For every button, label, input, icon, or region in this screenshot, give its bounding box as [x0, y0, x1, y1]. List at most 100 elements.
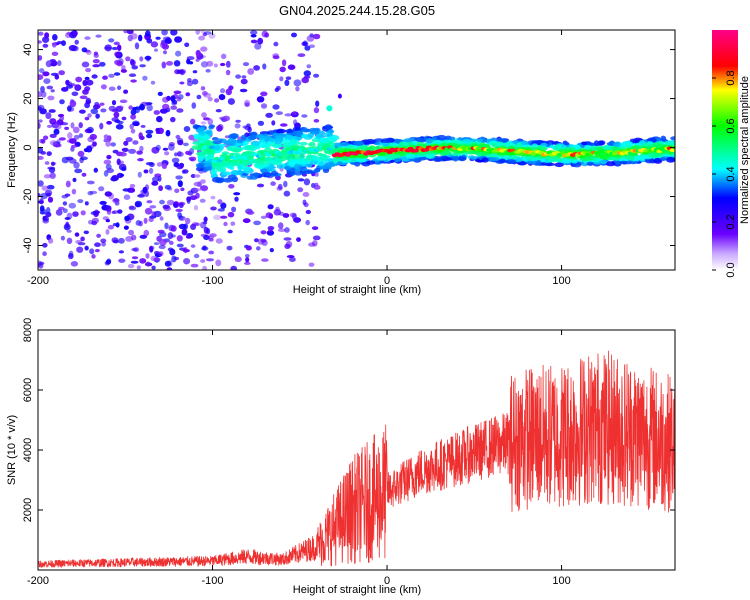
heatmap-cell — [381, 138, 392, 144]
spectrogram-ylabel: Frequency (Hz) — [6, 112, 18, 188]
heatmap-cell — [247, 126, 252, 133]
heatmap-cell — [151, 265, 156, 270]
heatmap-cell — [234, 123, 241, 129]
heatmap-cell — [43, 174, 52, 179]
heatmap-cell — [242, 62, 250, 67]
heatmap-cell — [150, 80, 156, 85]
heatmap-cell — [95, 104, 101, 109]
heatmap-cell — [393, 158, 401, 163]
heatmap-cell — [613, 157, 621, 161]
heatmap-cell — [202, 265, 208, 270]
heatmap-cell — [174, 188, 180, 194]
heatmap-cell — [279, 76, 284, 82]
heatmap-cell — [137, 194, 146, 198]
heatmap-cell — [339, 142, 350, 146]
heatmap-cell — [284, 113, 293, 117]
heatmap-cell — [261, 163, 270, 168]
heatmap-cell — [584, 144, 592, 150]
heatmap-cell — [256, 96, 265, 103]
heatmap-cell — [164, 260, 171, 267]
heatmap-cell — [50, 89, 55, 93]
heatmap-cell — [183, 142, 189, 147]
heatmap-cell — [128, 229, 135, 236]
heatmap-cell — [227, 161, 239, 166]
heatmap-cell — [200, 86, 206, 91]
heatmap-cell — [74, 84, 82, 91]
heatmap-cell — [96, 233, 101, 238]
heatmap-cell — [458, 156, 466, 161]
heatmap-cell — [38, 155, 44, 160]
heatmap-cell — [176, 243, 184, 248]
heatmap-cell — [57, 60, 62, 67]
heatmap-cell — [541, 162, 547, 166]
heatmap-cell — [223, 221, 228, 227]
heatmap-cell — [161, 30, 168, 36]
heatmap-cell — [158, 244, 166, 250]
heatmap-cell — [114, 51, 121, 57]
heatmap-cell — [143, 169, 149, 174]
heatmap-cell — [190, 174, 196, 178]
heatmap-cell — [586, 161, 595, 166]
x-tick-label: 0 — [384, 575, 390, 587]
colorbar-gradient — [712, 30, 738, 270]
heatmap-cell — [244, 102, 250, 107]
heatmap-cell — [227, 229, 233, 234]
heatmap-cell — [609, 156, 615, 161]
y-tick-label: 2000 — [22, 498, 34, 522]
heatmap-cell — [353, 141, 363, 146]
heatmap-cell — [329, 145, 336, 149]
heatmap-cell — [123, 225, 129, 230]
heatmap-cell — [275, 128, 286, 134]
heatmap-cell — [230, 265, 237, 270]
heatmap-cell — [69, 100, 77, 108]
heatmap-cell — [213, 145, 221, 151]
heatmap-cell — [195, 192, 200, 199]
heatmap-cell — [593, 140, 600, 147]
heatmap-cell — [106, 120, 112, 125]
heatmap-cell — [175, 50, 182, 57]
colorbar: 0.0 0.2 0.4 0.6 0.8 Normalized spectral ampl… — [712, 30, 750, 278]
heatmap-cell — [118, 237, 125, 244]
heatmap-cell — [84, 201, 89, 206]
heatmap-cell — [170, 95, 176, 103]
heatmap-cell — [75, 76, 83, 83]
heatmap-cell — [217, 199, 223, 205]
heatmap-cell — [118, 250, 124, 254]
heatmap-cell — [294, 163, 300, 170]
heatmap-cell — [303, 70, 311, 77]
heatmap-cell — [46, 184, 55, 190]
heatmap-cell — [144, 207, 153, 215]
heatmap-cell — [170, 225, 177, 232]
heatmap-cell — [200, 46, 208, 52]
heatmap-cell — [99, 61, 106, 67]
heatmap-cell — [41, 185, 49, 191]
heatmap-cell — [145, 253, 150, 259]
heatmap-cell — [210, 169, 216, 175]
heatmap-cell — [173, 90, 182, 95]
heatmap-cell — [407, 141, 414, 147]
heatmap-cell — [562, 159, 573, 163]
heatmap-cell — [59, 116, 65, 121]
heatmap-cell — [158, 251, 164, 257]
heatmap-cell — [155, 131, 161, 134]
heatmap-cell — [174, 152, 178, 157]
heatmap-cell — [261, 143, 268, 148]
heatmap-cell — [139, 258, 147, 264]
heatmap-cell — [337, 93, 342, 99]
heatmap-cell — [319, 155, 328, 161]
heatmap-cell — [521, 156, 528, 162]
heatmap-cell — [136, 265, 141, 270]
heatmap-cell — [664, 141, 671, 146]
heatmap-cell — [260, 103, 268, 109]
heatmap-cell — [324, 124, 333, 130]
heatmap-cell — [207, 96, 213, 102]
heatmap-cell — [298, 154, 306, 159]
heatmap-cell — [450, 156, 459, 160]
heatmap-cell — [660, 135, 667, 142]
heatmap-cell — [107, 135, 112, 142]
heatmap-cell — [313, 73, 320, 78]
heatmap-cell — [257, 37, 264, 45]
heatmap-cell — [39, 68, 45, 74]
heatmap-cell — [110, 142, 116, 147]
heatmap-cell — [436, 134, 447, 141]
